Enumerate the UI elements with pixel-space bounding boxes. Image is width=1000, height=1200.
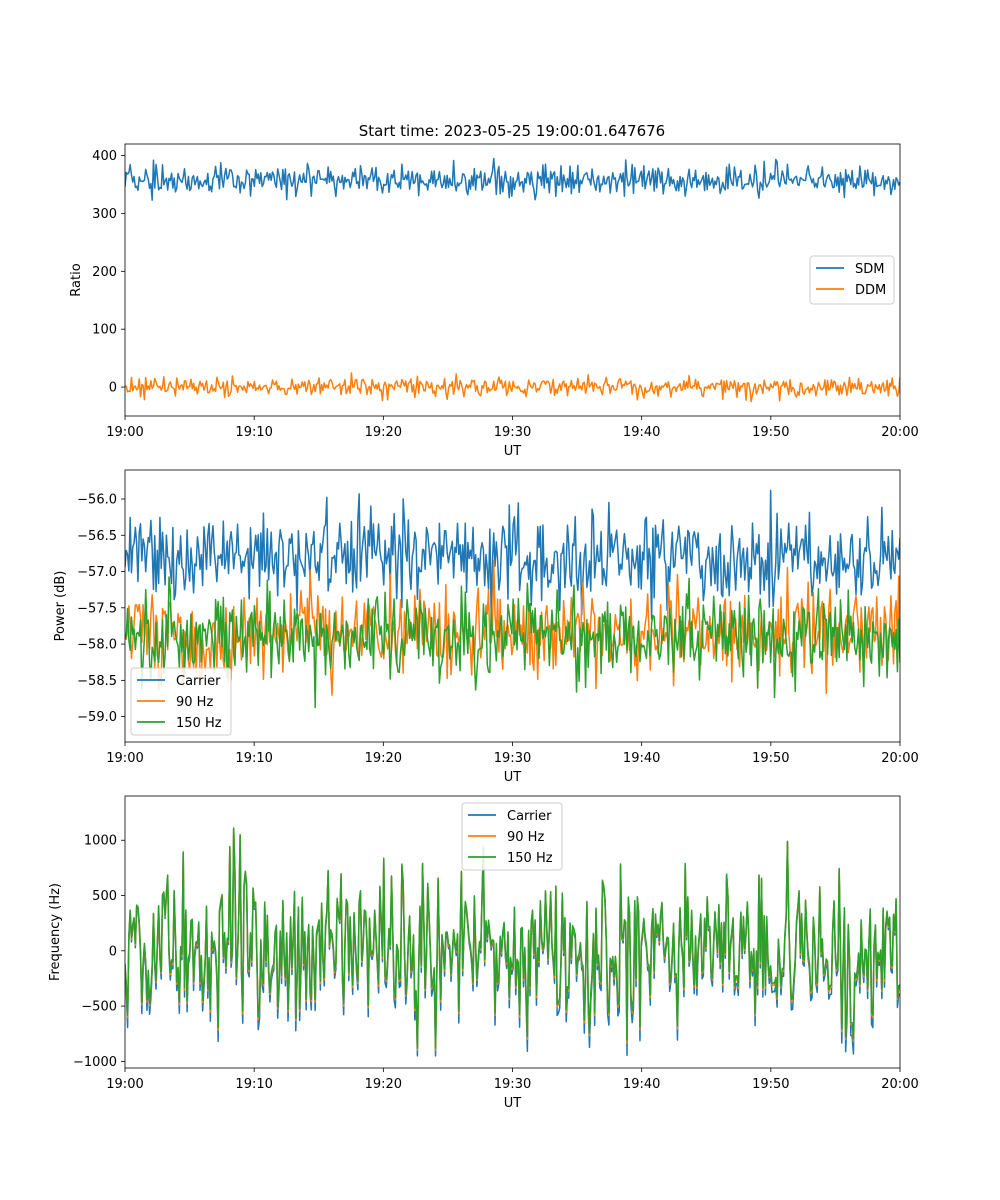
power-legend: Carrier 90 Hz 150 Hz <box>130 667 232 736</box>
frequency-ytick-label: −1000 <box>73 1055 117 1070</box>
ratio-xtick-label: 19:00 <box>106 425 143 440</box>
frequency-xlabel: UT <box>504 1096 522 1111</box>
legend-label: 150 Hz <box>176 716 222 731</box>
legend-label: SDM <box>855 262 884 277</box>
ratio-series-sdm <box>125 157 900 201</box>
ratio-ytick-label: 100 <box>92 323 117 338</box>
frequency-legend: Carrier 90 Hz 150 Hz <box>461 802 563 871</box>
power-ytick-label: −57.5 <box>77 601 117 616</box>
frequency-ytick-label: 1000 <box>84 834 117 849</box>
legend-label: Carrier <box>176 674 221 689</box>
frequency-xtick-label: 19:40 <box>623 1077 660 1092</box>
ratio-ytick-label: 0 <box>109 381 117 396</box>
power-plot-area <box>125 489 900 709</box>
ratio-plot-area <box>125 157 900 403</box>
ratio-xlabel: UT <box>504 444 522 459</box>
ratio-ytick-label: 300 <box>92 207 117 222</box>
power-series-150-hz <box>125 576 900 709</box>
power-xlabel: UT <box>504 770 522 785</box>
ratio-ytick-label: 400 <box>92 149 117 164</box>
ratio-xtick-label: 19:30 <box>494 425 531 440</box>
power-ytick-label: −56.0 <box>77 493 117 508</box>
ratio-ylabel: Ratio <box>69 263 84 296</box>
frequency-series-150-hz <box>125 827 900 1049</box>
power-ylabel: Power (dB) <box>53 571 68 642</box>
power-ytick-label: −56.5 <box>77 529 117 544</box>
ratio-ytick-label: 200 <box>92 265 117 280</box>
ratio-xtick-label: 19:40 <box>623 425 660 440</box>
ratio-xtick-label: 20:00 <box>881 425 918 440</box>
power-xtick-label: 19:50 <box>752 751 789 766</box>
frequency-panel: 19:00 19:10 19:20 19:30 19:40 19:50 20:00 −1000… <box>48 795 919 1111</box>
frequency-xtick-label: 19:30 <box>494 1077 531 1092</box>
power-ytick-label: −59.0 <box>77 710 117 725</box>
ratio-xtick-label: 19:10 <box>235 425 272 440</box>
power-xtick-label: 20:00 <box>881 751 918 766</box>
power-xtick-label: 19:20 <box>365 751 402 766</box>
frequency-ytick-label: 0 <box>109 944 117 959</box>
legend-box <box>461 802 563 871</box>
power-series-carrier <box>125 489 900 621</box>
frequency-xtick-label: 19:10 <box>235 1077 272 1092</box>
ratio-xtick-label: 19:20 <box>365 425 402 440</box>
frequency-xtick-label: 19:50 <box>752 1077 789 1092</box>
ratio-panel: 19:00 19:10 19:20 19:30 19:40 19:50 20:00 0 100 2… <box>69 143 919 459</box>
legend-label: 90 Hz <box>176 695 213 710</box>
power-ytick-label: −58.0 <box>77 638 117 653</box>
ratio-legend: SDM DDM <box>809 255 895 305</box>
power-ytick-label: −57.0 <box>77 565 117 580</box>
power-xtick-label: 19:40 <box>623 751 660 766</box>
frequency-xtick-label: 20:00 <box>881 1077 918 1092</box>
power-xtick-label: 19:10 <box>235 751 272 766</box>
legend-label: 150 Hz <box>507 851 553 866</box>
ratio-xtick-label: 19:50 <box>752 425 789 440</box>
power-ytick-label: −58.5 <box>77 674 117 689</box>
frequency-ylabel: Frequency (Hz) <box>48 883 63 981</box>
frequency-ytick-label: 500 <box>92 889 117 904</box>
power-series-90-hz <box>125 559 900 696</box>
frequency-xtick-label: 19:20 <box>365 1077 402 1092</box>
legend-box <box>130 667 232 736</box>
legend-label: Carrier <box>507 809 552 824</box>
ratio-series-ddm <box>125 372 900 403</box>
legend-label: DDM <box>855 283 886 298</box>
power-xtick-label: 19:30 <box>494 751 531 766</box>
frequency-ytick-label: −500 <box>81 1000 117 1015</box>
legend-label: 90 Hz <box>507 830 544 845</box>
figure-title: Start time: 2023-05-25 19:00:01.647676 <box>359 122 665 140</box>
frequency-plot-area <box>125 827 900 1057</box>
frequency-xtick-label: 19:00 <box>106 1077 143 1092</box>
power-panel: 19:00 19:10 19:20 19:30 19:40 19:50 20:00 −59.0… <box>53 469 919 785</box>
power-xtick-label: 19:00 <box>106 751 143 766</box>
